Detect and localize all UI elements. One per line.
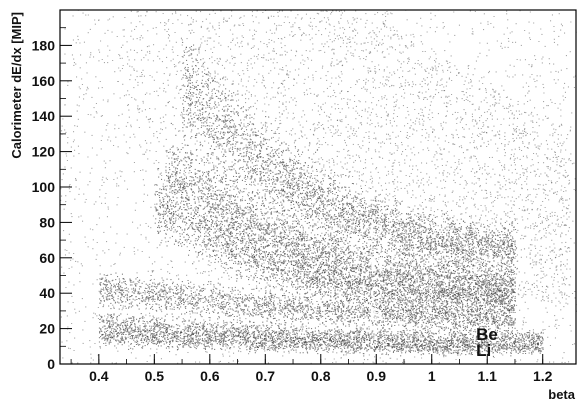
diffuse-cloud (127, 9, 572, 305)
label-n: N (370, 254, 382, 273)
band-o (182, 32, 517, 279)
label-o: O (370, 220, 383, 239)
label-c: C (370, 284, 382, 303)
x-tick-label-7: 1.1 (477, 368, 497, 384)
x-tick-label-5: 0.9 (367, 368, 387, 384)
y-tick-label-2: 40 (39, 285, 55, 301)
y-tick-label-6: 120 (32, 144, 56, 160)
x-tick-label-8: 1.2 (533, 368, 553, 384)
label-li: Li (476, 341, 491, 360)
x-tick-label-4: 0.8 (311, 368, 331, 384)
x-axis-title: beta (548, 387, 576, 402)
y-tick-label-3: 60 (39, 250, 55, 266)
y-tick-label-0: 0 (47, 356, 55, 372)
label-b: B (370, 305, 382, 324)
y-tick-label-9: 180 (32, 37, 56, 53)
x-tick-label-1: 0.5 (145, 368, 165, 384)
x-tick-label-2: 0.6 (200, 368, 220, 384)
x-tick-label-3: 0.7 (256, 368, 276, 384)
x-tick-label-0: 0.4 (89, 368, 109, 384)
x-tick-label-6: 1 (428, 368, 436, 384)
label-be: Be (476, 325, 498, 344)
y-tick-label-8: 160 (32, 73, 56, 89)
y-axis-title: Calorimeter dE/dx [MIP] (9, 12, 24, 159)
band-b (99, 271, 516, 335)
y-tick-label-7: 140 (32, 108, 56, 124)
band-be (98, 313, 544, 351)
y-tick-label-1: 20 (39, 321, 55, 337)
axis-ticks (60, 27, 544, 365)
y-tick-label-5: 100 (32, 179, 56, 195)
band-li (98, 324, 544, 357)
background-noise (60, 9, 577, 365)
band-n (165, 122, 516, 307)
y-tick-label-4: 80 (39, 214, 55, 230)
axis-tick-labels: 0.4 0.5 0.6 0.7 0.8 0.9 1 1.1 1.2 0 20 40 60 80 100 120… (32, 37, 553, 384)
particle-density-scatter (60, 9, 577, 365)
